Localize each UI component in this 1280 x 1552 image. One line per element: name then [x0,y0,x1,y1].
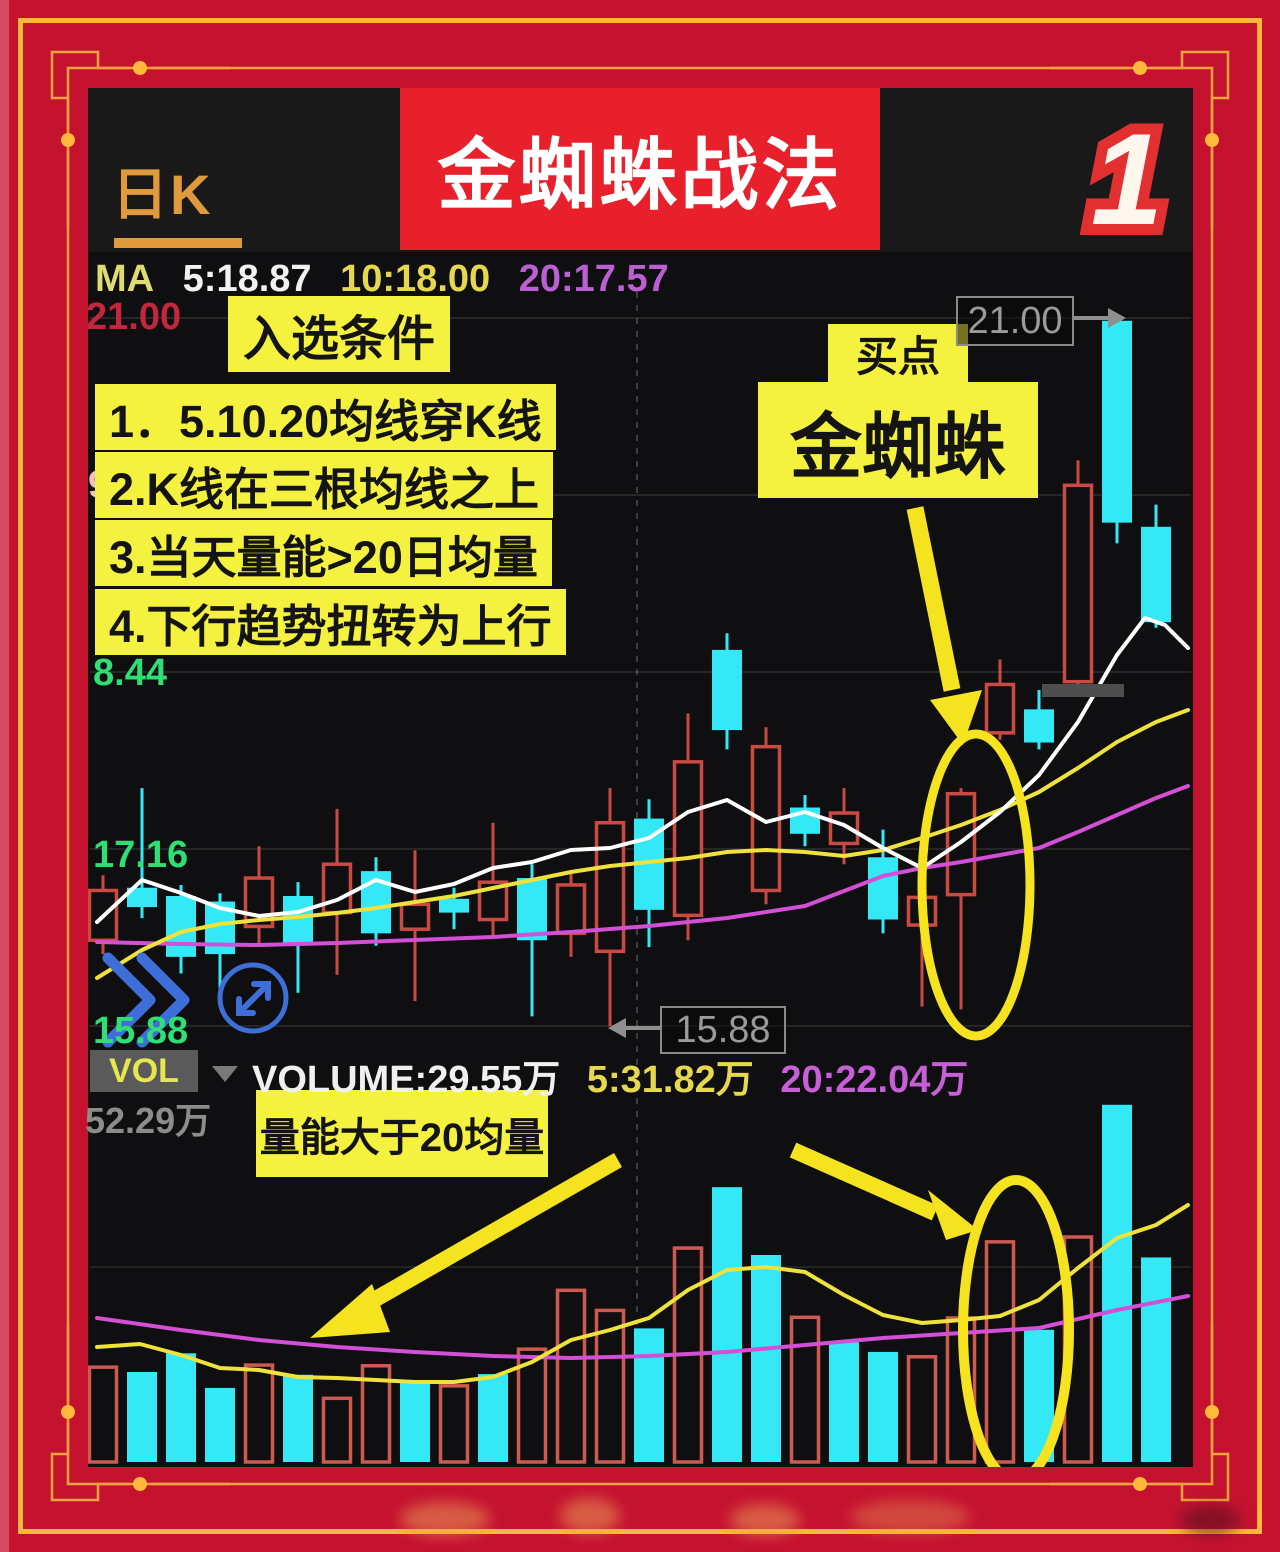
tab-active-underline [114,238,242,248]
volume-ma5: 5:31.82万 [586,1059,754,1101]
page-title: 金蜘蛛战法 [437,131,843,219]
ma5-value: 5:18.87 [182,258,312,300]
low-price-marker: 15.88 [660,1006,786,1054]
annotation-layer [102,308,1126,1467]
condition-item-3: 3.当天量能>20日均量 [95,520,552,586]
price-highlight-ellipse [917,729,1035,1041]
page-number-badge: 1 [1080,96,1174,256]
fast-forward-icon[interactable] [102,952,156,1048]
high-price-marker: 21.00 [956,296,1074,346]
condition-item-4: 4.下行趋势扭转为上行 [95,589,566,655]
price-label-15: 15.88 [93,1010,189,1052]
buy-point-label: 买点 [828,324,968,383]
watermark-smudge [1180,1505,1240,1535]
volume-ma20: 20:22.04万 [780,1059,969,1101]
dropdown-caret-icon[interactable] [212,1066,238,1082]
expand-icon[interactable] [217,962,289,1034]
conditions-title: 入选条件 [228,296,450,372]
vol-tab[interactable]: VOL [90,1050,198,1092]
kline-chart [88,292,1191,1467]
volume-arrow-left [310,1153,622,1338]
ma-prefix: MA [95,258,155,300]
ma20-value: 20:17.57 [518,258,669,300]
price-label-21: 21.00 [86,296,182,338]
gray-level-bar [1042,684,1124,697]
price-label-17: 17.16 [93,834,189,876]
watermark-smudge [850,1500,970,1534]
buy-point-arrow [906,506,982,745]
watermark-smudge [730,1504,800,1536]
volume-value: VOLUME:29.55万 [252,1059,561,1101]
condition-item-2: 2.K线在三根均线之上 [95,452,554,518]
volume-legend-row: VOLUME:29.55万 5:31.82万 20:22.04万 [252,1048,968,1103]
volume-note: 量能大于20均量 [256,1090,548,1177]
ma10-value: 10:18.00 [340,258,491,300]
volume-highlight-ellipse [958,1175,1074,1467]
golden-spider-label: 金蜘蛛 [758,382,1038,498]
photo-edge-strip [0,0,9,1552]
svg-text:1: 1 [1091,106,1163,252]
watermark-smudge [400,1502,490,1536]
condition-item-1: 1．5.10.20均线穿K线 [95,384,556,450]
ma-legend-row: MA 5:18.87 10:18.00 20:17.57 [95,258,687,301]
title-banner: 金蜘蛛战法 [400,88,880,250]
price-label-18: 8.44 [93,652,167,694]
volume-axis-max: 52.29万 [85,1100,212,1141]
tab-daily-k[interactable]: 日K [112,163,213,226]
volume-arrow-right [789,1142,978,1240]
watermark-smudge [560,1498,620,1534]
